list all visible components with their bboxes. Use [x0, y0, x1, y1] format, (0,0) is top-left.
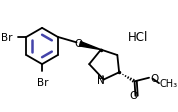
Polygon shape	[79, 42, 101, 50]
Text: O: O	[130, 91, 138, 100]
Text: H: H	[97, 74, 105, 84]
Text: Br: Br	[1, 33, 13, 43]
Text: O: O	[74, 39, 82, 49]
Text: O: O	[150, 73, 158, 83]
Text: N: N	[97, 75, 105, 85]
Text: HCl: HCl	[128, 30, 149, 43]
Text: CH₃: CH₃	[160, 78, 178, 88]
Text: Br: Br	[37, 77, 49, 87]
